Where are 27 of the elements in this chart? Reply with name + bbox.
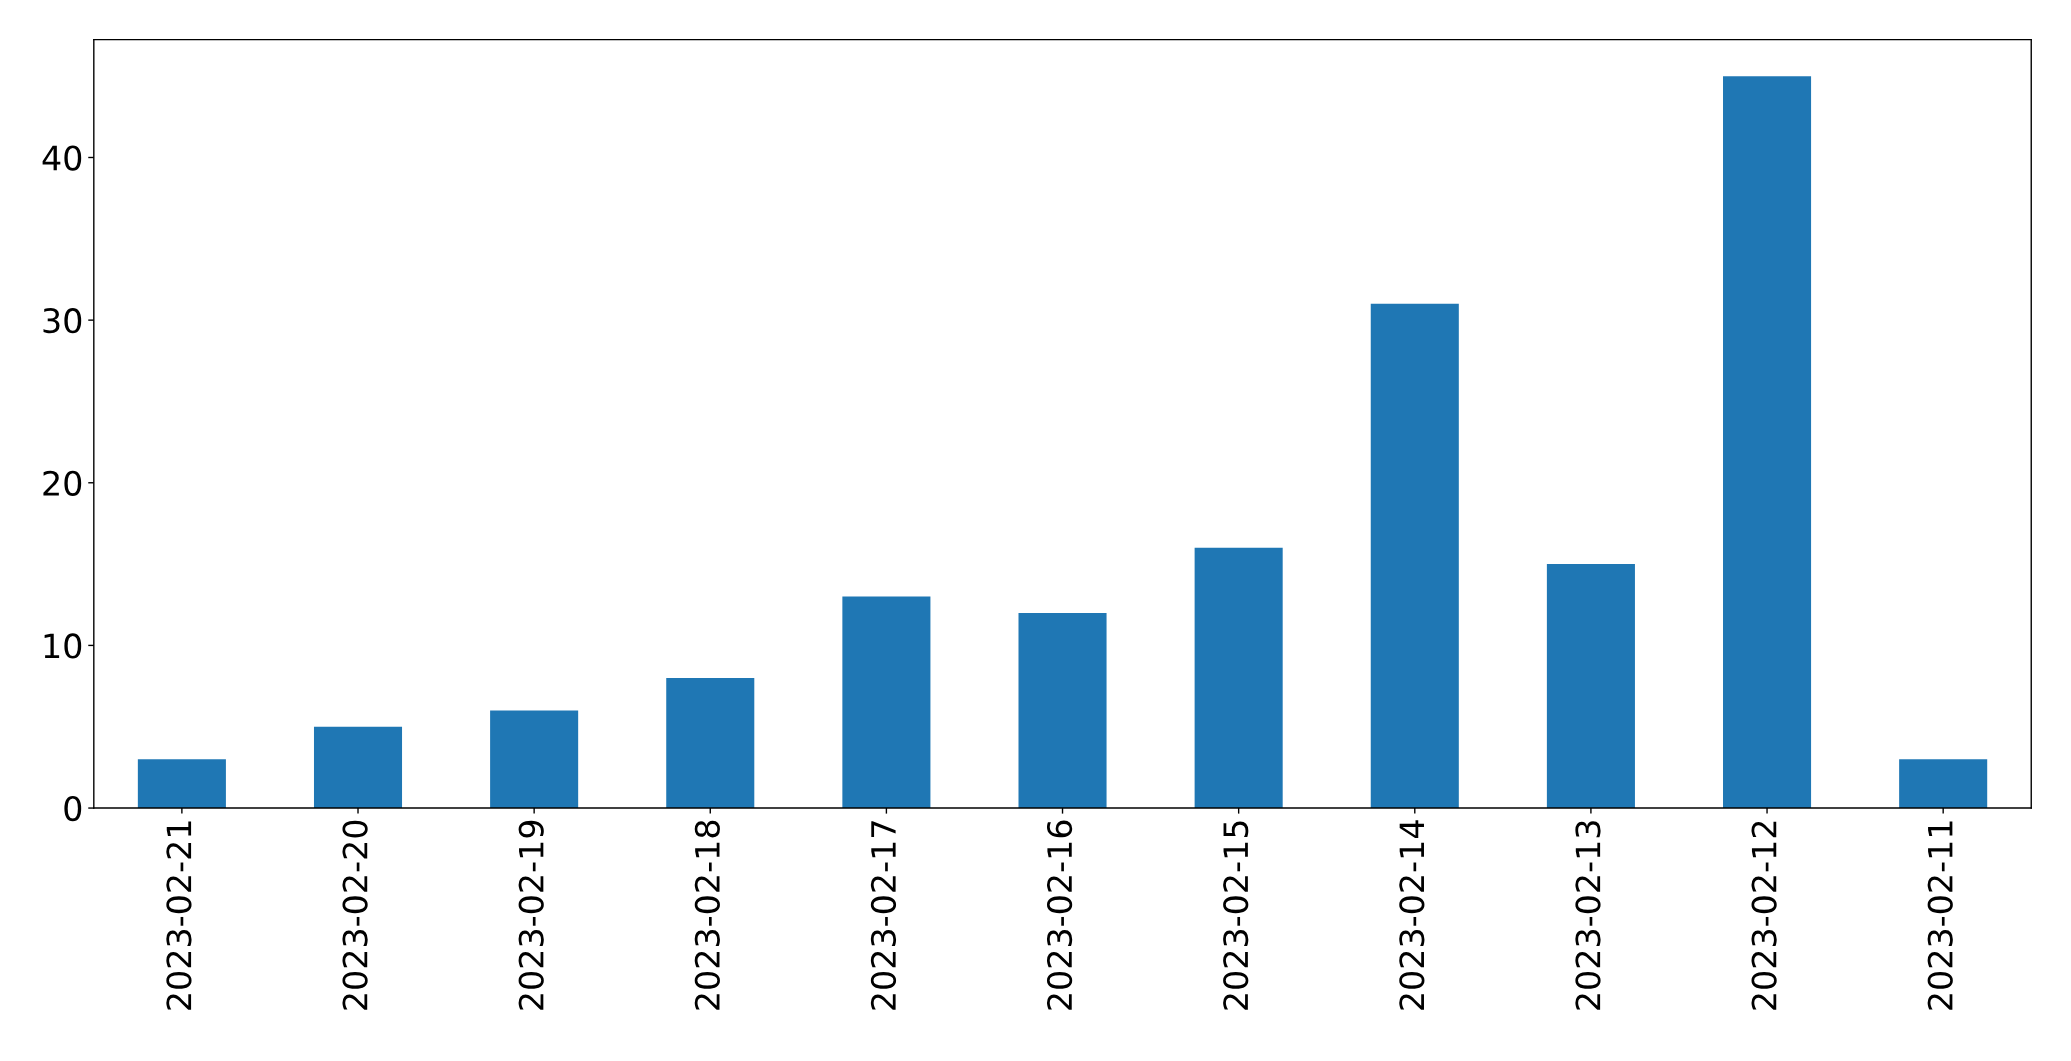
x-tick-label: 2023-02-21	[166, 821, 192, 1010]
x-tick-label: 2023-02-13	[1575, 821, 1601, 1010]
x-tick-label: 2023-02-18	[694, 820, 720, 1010]
x-tick-label: 2023-02-11	[1927, 821, 1953, 1010]
bar	[842, 596, 931, 809]
x-tick-label: 2023-02-20	[342, 820, 368, 1010]
x-tick-label: 2023-02-12	[1751, 821, 1777, 1010]
y-tick-label: 40	[42, 145, 82, 171]
bar	[1370, 303, 1459, 809]
y-tick-label: 30	[43, 308, 82, 334]
bar	[1899, 759, 1988, 809]
x-tick-label: 2023-02-14	[1399, 820, 1425, 1010]
y-tick-label: 10	[44, 633, 82, 659]
bar	[490, 710, 579, 809]
bar	[137, 759, 226, 809]
y-tick-label: 0	[64, 795, 82, 822]
x-tick-label: 2023-02-19	[518, 820, 544, 1010]
x-tick-label: 2023-02-16	[1046, 820, 1073, 1010]
x-tick-label: 2023-02-15	[1223, 821, 1249, 1010]
bar	[1018, 612, 1107, 809]
bar	[1194, 547, 1283, 809]
bar	[1546, 564, 1635, 809]
x-tick-label: 2023-02-17	[870, 821, 897, 1010]
bar	[1723, 76, 1812, 809]
y-tick-label: 20	[43, 470, 82, 496]
bar	[666, 677, 755, 809]
bar	[313, 726, 403, 809]
